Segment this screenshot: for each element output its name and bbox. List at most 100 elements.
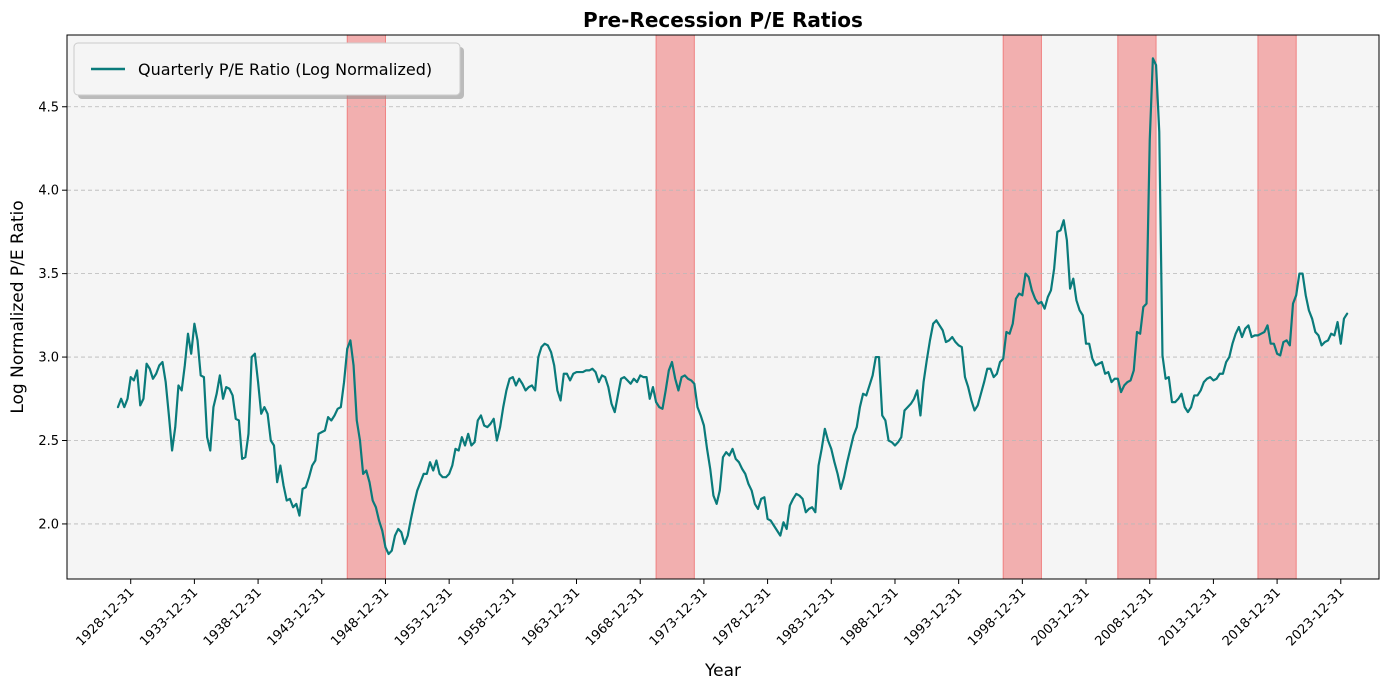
data-point-119 <box>493 418 495 420</box>
data-point-33 <box>219 374 221 377</box>
data-point-192 <box>725 451 727 453</box>
data-point-337 <box>1187 411 1189 413</box>
data-point-35 <box>225 386 227 388</box>
recession-band-3 <box>1002 34 1042 580</box>
data-point-175 <box>671 361 673 363</box>
data-point-7 <box>136 369 138 372</box>
data-point-163 <box>633 378 635 380</box>
data-point-227 <box>837 473 839 475</box>
data-point-207 <box>773 525 775 527</box>
legend: Quarterly P/E Ratio (Log Normalized) <box>73 42 464 99</box>
data-point-385 <box>1340 343 1342 345</box>
data-point-131 <box>531 384 533 387</box>
data-point-278 <box>999 361 1001 363</box>
data-point-311 <box>1104 373 1106 375</box>
data-point-374 <box>1305 294 1307 296</box>
data-point-162 <box>630 383 632 385</box>
data-point-272 <box>980 393 982 395</box>
data-point-125 <box>512 376 514 378</box>
data-point-88 <box>394 535 396 537</box>
data-point-336 <box>1184 406 1186 408</box>
data-point-13 <box>155 373 157 375</box>
data-point-40 <box>241 458 243 460</box>
plot-frame <box>66 34 1380 580</box>
data-point-298 <box>1063 219 1065 221</box>
data-point-16 <box>165 381 167 383</box>
data-point-258 <box>935 319 937 321</box>
data-point-199 <box>747 483 750 485</box>
data-point-216 <box>802 498 804 500</box>
data-point-107 <box>454 448 457 450</box>
y-tick-label-6: 4.5 <box>38 100 59 115</box>
data-point-95 <box>416 489 418 492</box>
data-point-346 <box>1215 378 1218 380</box>
data-point-352 <box>1235 333 1237 335</box>
data-point-342 <box>1203 381 1205 383</box>
data-point-160 <box>623 376 625 378</box>
data-point-363 <box>1270 343 1272 345</box>
data-point-117 <box>486 426 488 428</box>
data-point-29 <box>206 436 208 438</box>
data-point-164 <box>636 381 638 383</box>
recession-band-1 <box>346 34 386 580</box>
data-point-222 <box>821 448 823 450</box>
data-point-157 <box>614 411 616 413</box>
data-point-205 <box>766 518 769 520</box>
data-point-329 <box>1161 354 1164 356</box>
data-point-152 <box>598 381 600 383</box>
data-point-327 <box>1155 64 1157 66</box>
data-point-351 <box>1231 343 1234 345</box>
data-point-305 <box>1085 343 1087 345</box>
data-point-361 <box>1263 331 1265 333</box>
data-point-187 <box>709 468 711 470</box>
data-point-259 <box>938 324 941 326</box>
data-point-242 <box>884 419 886 422</box>
data-point-326 <box>1152 57 1154 59</box>
data-point-158 <box>617 394 619 397</box>
data-point-285 <box>1021 294 1023 296</box>
data-point-288 <box>1031 289 1033 291</box>
data-point-130 <box>528 386 530 388</box>
data-point-118 <box>489 423 492 425</box>
legend-box <box>73 42 461 96</box>
data-point-37 <box>232 394 234 397</box>
data-point-93 <box>410 518 412 520</box>
data-point-331 <box>1168 376 1170 378</box>
data-point-17 <box>168 414 170 417</box>
data-point-143 <box>569 379 571 382</box>
data-point-96 <box>419 481 422 483</box>
data-point-264 <box>954 341 957 343</box>
data-point-196 <box>738 461 740 463</box>
data-point-182 <box>693 383 695 385</box>
data-point-30 <box>209 449 211 452</box>
data-point-39 <box>238 419 240 422</box>
data-point-325 <box>1149 139 1151 141</box>
data-point-260 <box>942 329 944 331</box>
y-tick-label-5: 4.0 <box>38 184 59 199</box>
data-point-350 <box>1228 356 1230 358</box>
data-point-211 <box>786 528 788 530</box>
data-point-60 <box>305 486 307 488</box>
data-point-208 <box>776 530 778 532</box>
data-point-180 <box>687 378 689 380</box>
data-point-238 <box>872 374 874 377</box>
series-points-1 <box>117 57 1348 555</box>
data-point-223 <box>824 428 826 430</box>
data-point-206 <box>770 520 772 522</box>
data-point-217 <box>805 511 807 513</box>
data-point-193 <box>728 454 730 457</box>
data-point-358 <box>1254 334 1256 336</box>
data-point-71 <box>340 406 342 408</box>
data-point-168 <box>649 398 651 400</box>
data-point-167 <box>645 376 648 378</box>
data-point-273 <box>983 381 985 383</box>
data-point-345 <box>1212 379 1215 382</box>
data-point-229 <box>843 476 845 478</box>
legend-label: Quarterly P/E Ratio (Log Normalized) <box>138 60 432 79</box>
chart-title: Pre-Recession P/E Ratios <box>583 8 863 32</box>
data-point-151 <box>594 371 597 373</box>
data-point-362 <box>1266 324 1269 326</box>
data-point-82 <box>375 506 377 508</box>
recession-band-2 <box>655 34 695 580</box>
data-point-253 <box>919 414 922 417</box>
